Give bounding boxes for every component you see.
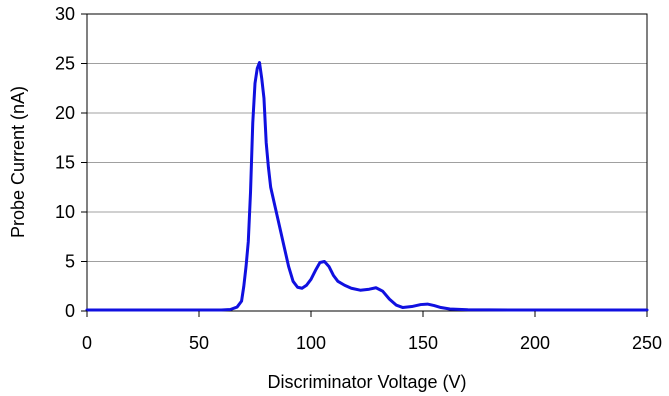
x-tick-label: 50 [189, 333, 209, 353]
y-tick-label: 10 [55, 202, 75, 222]
y-axis-title: Probe Current (nA) [8, 86, 28, 238]
y-tick-label: 20 [55, 103, 75, 123]
y-tick-label: 5 [65, 252, 75, 272]
x-tick-label: 150 [408, 333, 438, 353]
y-tick-label: 30 [55, 4, 75, 24]
series-line-0 [85, 61, 649, 312]
x-axis-ticks: 0 50 100 150 200 250 [82, 311, 662, 353]
y-tick-label: 15 [55, 153, 75, 173]
x-tick-label: 0 [82, 333, 92, 353]
series-group [85, 61, 649, 312]
x-axis-title: Discriminator Voltage (V) [267, 372, 466, 392]
y-tick-label: 25 [55, 54, 75, 74]
gridlines [87, 63, 647, 262]
x-tick-label: 100 [296, 333, 326, 353]
x-tick-label: 200 [520, 333, 550, 353]
y-tick-label: 0 [65, 301, 75, 321]
y-axis-ticks: 0 5 10 15 20 25 30 [55, 4, 87, 321]
x-tick-label: 250 [632, 333, 662, 353]
